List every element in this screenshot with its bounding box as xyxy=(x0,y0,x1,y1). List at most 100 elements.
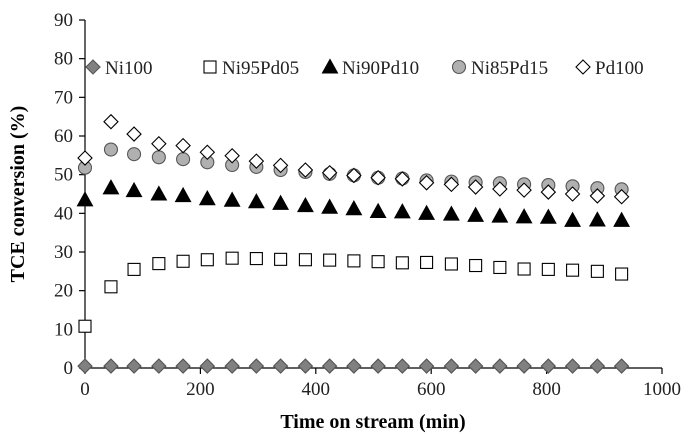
data-point xyxy=(467,206,485,222)
data-point xyxy=(249,252,263,266)
data-point xyxy=(126,147,142,162)
data-point xyxy=(224,358,240,374)
legend-marker xyxy=(575,59,591,75)
y-tick-label: 20 xyxy=(54,281,73,302)
legend: Ni100 Ni95Pd05 Ni90Pd10 Ni85Pd15 Pd100 xyxy=(85,58,644,79)
data-point xyxy=(493,260,507,275)
data-point xyxy=(346,358,362,374)
legend-marker xyxy=(85,59,101,75)
data-point xyxy=(103,113,119,130)
data-point xyxy=(393,203,411,219)
data-point xyxy=(394,358,411,374)
data-point xyxy=(297,162,314,178)
legend-label: Ni95Pd05 xyxy=(222,58,299,79)
y-tick-label: 50 xyxy=(54,165,73,186)
data-point xyxy=(418,175,435,191)
x-tick-label: 200 xyxy=(186,379,215,400)
legend-entry: Ni85Pd15 xyxy=(451,58,548,79)
data-point xyxy=(150,185,168,201)
data-point xyxy=(516,358,532,374)
legend-marker xyxy=(321,58,339,74)
x-tick-label: 0 xyxy=(80,379,90,400)
data-point xyxy=(347,254,361,268)
data-point xyxy=(420,255,434,269)
data-point xyxy=(77,358,93,374)
data-point xyxy=(588,211,606,227)
data-point xyxy=(418,358,435,374)
data-point xyxy=(199,144,216,161)
data-point xyxy=(517,262,531,276)
axis-ticks: 0 10 20 30 40 50 60 70 80 90 0 200 400 600 800 1000 xyxy=(54,10,681,400)
legend-entry: Ni95Pd05 xyxy=(203,58,299,79)
data-point xyxy=(540,358,557,374)
data-point xyxy=(103,358,119,374)
data-point xyxy=(103,142,119,157)
series-ni100 xyxy=(77,358,630,374)
x-axis-title: Time on stream (min) xyxy=(280,411,465,433)
data-point xyxy=(102,179,120,195)
data-point xyxy=(104,280,118,294)
data-point xyxy=(564,186,581,202)
data-point xyxy=(151,135,167,152)
data-point xyxy=(76,191,94,207)
data-point xyxy=(370,358,386,374)
data-point xyxy=(491,207,509,223)
y-tick-label: 60 xyxy=(54,126,73,147)
series-ni90pd10 xyxy=(76,179,631,227)
legend-entry: Ni90Pd10 xyxy=(321,58,419,79)
data-point xyxy=(443,176,460,193)
data-point xyxy=(174,186,192,203)
data-point xyxy=(78,319,92,333)
y-axis-title: TCE conversion (%) xyxy=(7,106,29,283)
data-point xyxy=(296,196,314,213)
data-point xyxy=(515,208,533,224)
data-point xyxy=(274,252,288,266)
data-point xyxy=(418,204,436,220)
data-point xyxy=(394,171,411,187)
x-tick-label: 600 xyxy=(417,379,446,400)
data-point xyxy=(176,254,190,268)
legend-label: Ni90Pd10 xyxy=(342,58,419,79)
series-layer xyxy=(76,113,631,374)
data-point xyxy=(539,208,557,224)
data-point xyxy=(467,179,484,195)
y-tick-label: 30 xyxy=(54,242,73,263)
data-point xyxy=(613,188,630,205)
legend-label: Pd100 xyxy=(595,58,644,79)
data-point xyxy=(272,194,290,210)
data-point xyxy=(564,211,581,227)
data-point xyxy=(371,255,385,269)
y-tick-label: 40 xyxy=(54,203,73,224)
data-point xyxy=(541,262,555,276)
data-point xyxy=(198,190,216,206)
data-point xyxy=(225,251,239,265)
data-point xyxy=(321,358,338,374)
legend-label: Ni100 xyxy=(105,58,153,79)
data-point xyxy=(321,164,338,181)
series-ni95pd05 xyxy=(78,251,629,333)
data-point xyxy=(77,150,93,166)
data-point xyxy=(589,188,606,204)
data-point xyxy=(248,153,265,169)
data-point xyxy=(492,181,508,197)
data-point xyxy=(516,182,532,198)
data-point xyxy=(175,358,191,374)
data-point xyxy=(590,264,604,278)
data-point xyxy=(444,257,458,271)
data-point xyxy=(176,152,191,167)
data-point xyxy=(272,358,289,374)
data-point xyxy=(223,191,241,207)
data-point xyxy=(613,358,630,374)
legend-entry: Ni100 xyxy=(85,58,153,79)
data-point xyxy=(127,262,141,276)
data-point xyxy=(492,358,508,374)
data-point xyxy=(151,358,167,374)
data-point xyxy=(126,358,142,374)
data-point xyxy=(613,211,631,227)
legend-marker xyxy=(451,59,467,75)
series-pd100 xyxy=(77,113,630,205)
y-tick-label: 80 xyxy=(54,49,73,70)
y-tick-label: 90 xyxy=(54,10,73,31)
data-point xyxy=(346,167,362,184)
